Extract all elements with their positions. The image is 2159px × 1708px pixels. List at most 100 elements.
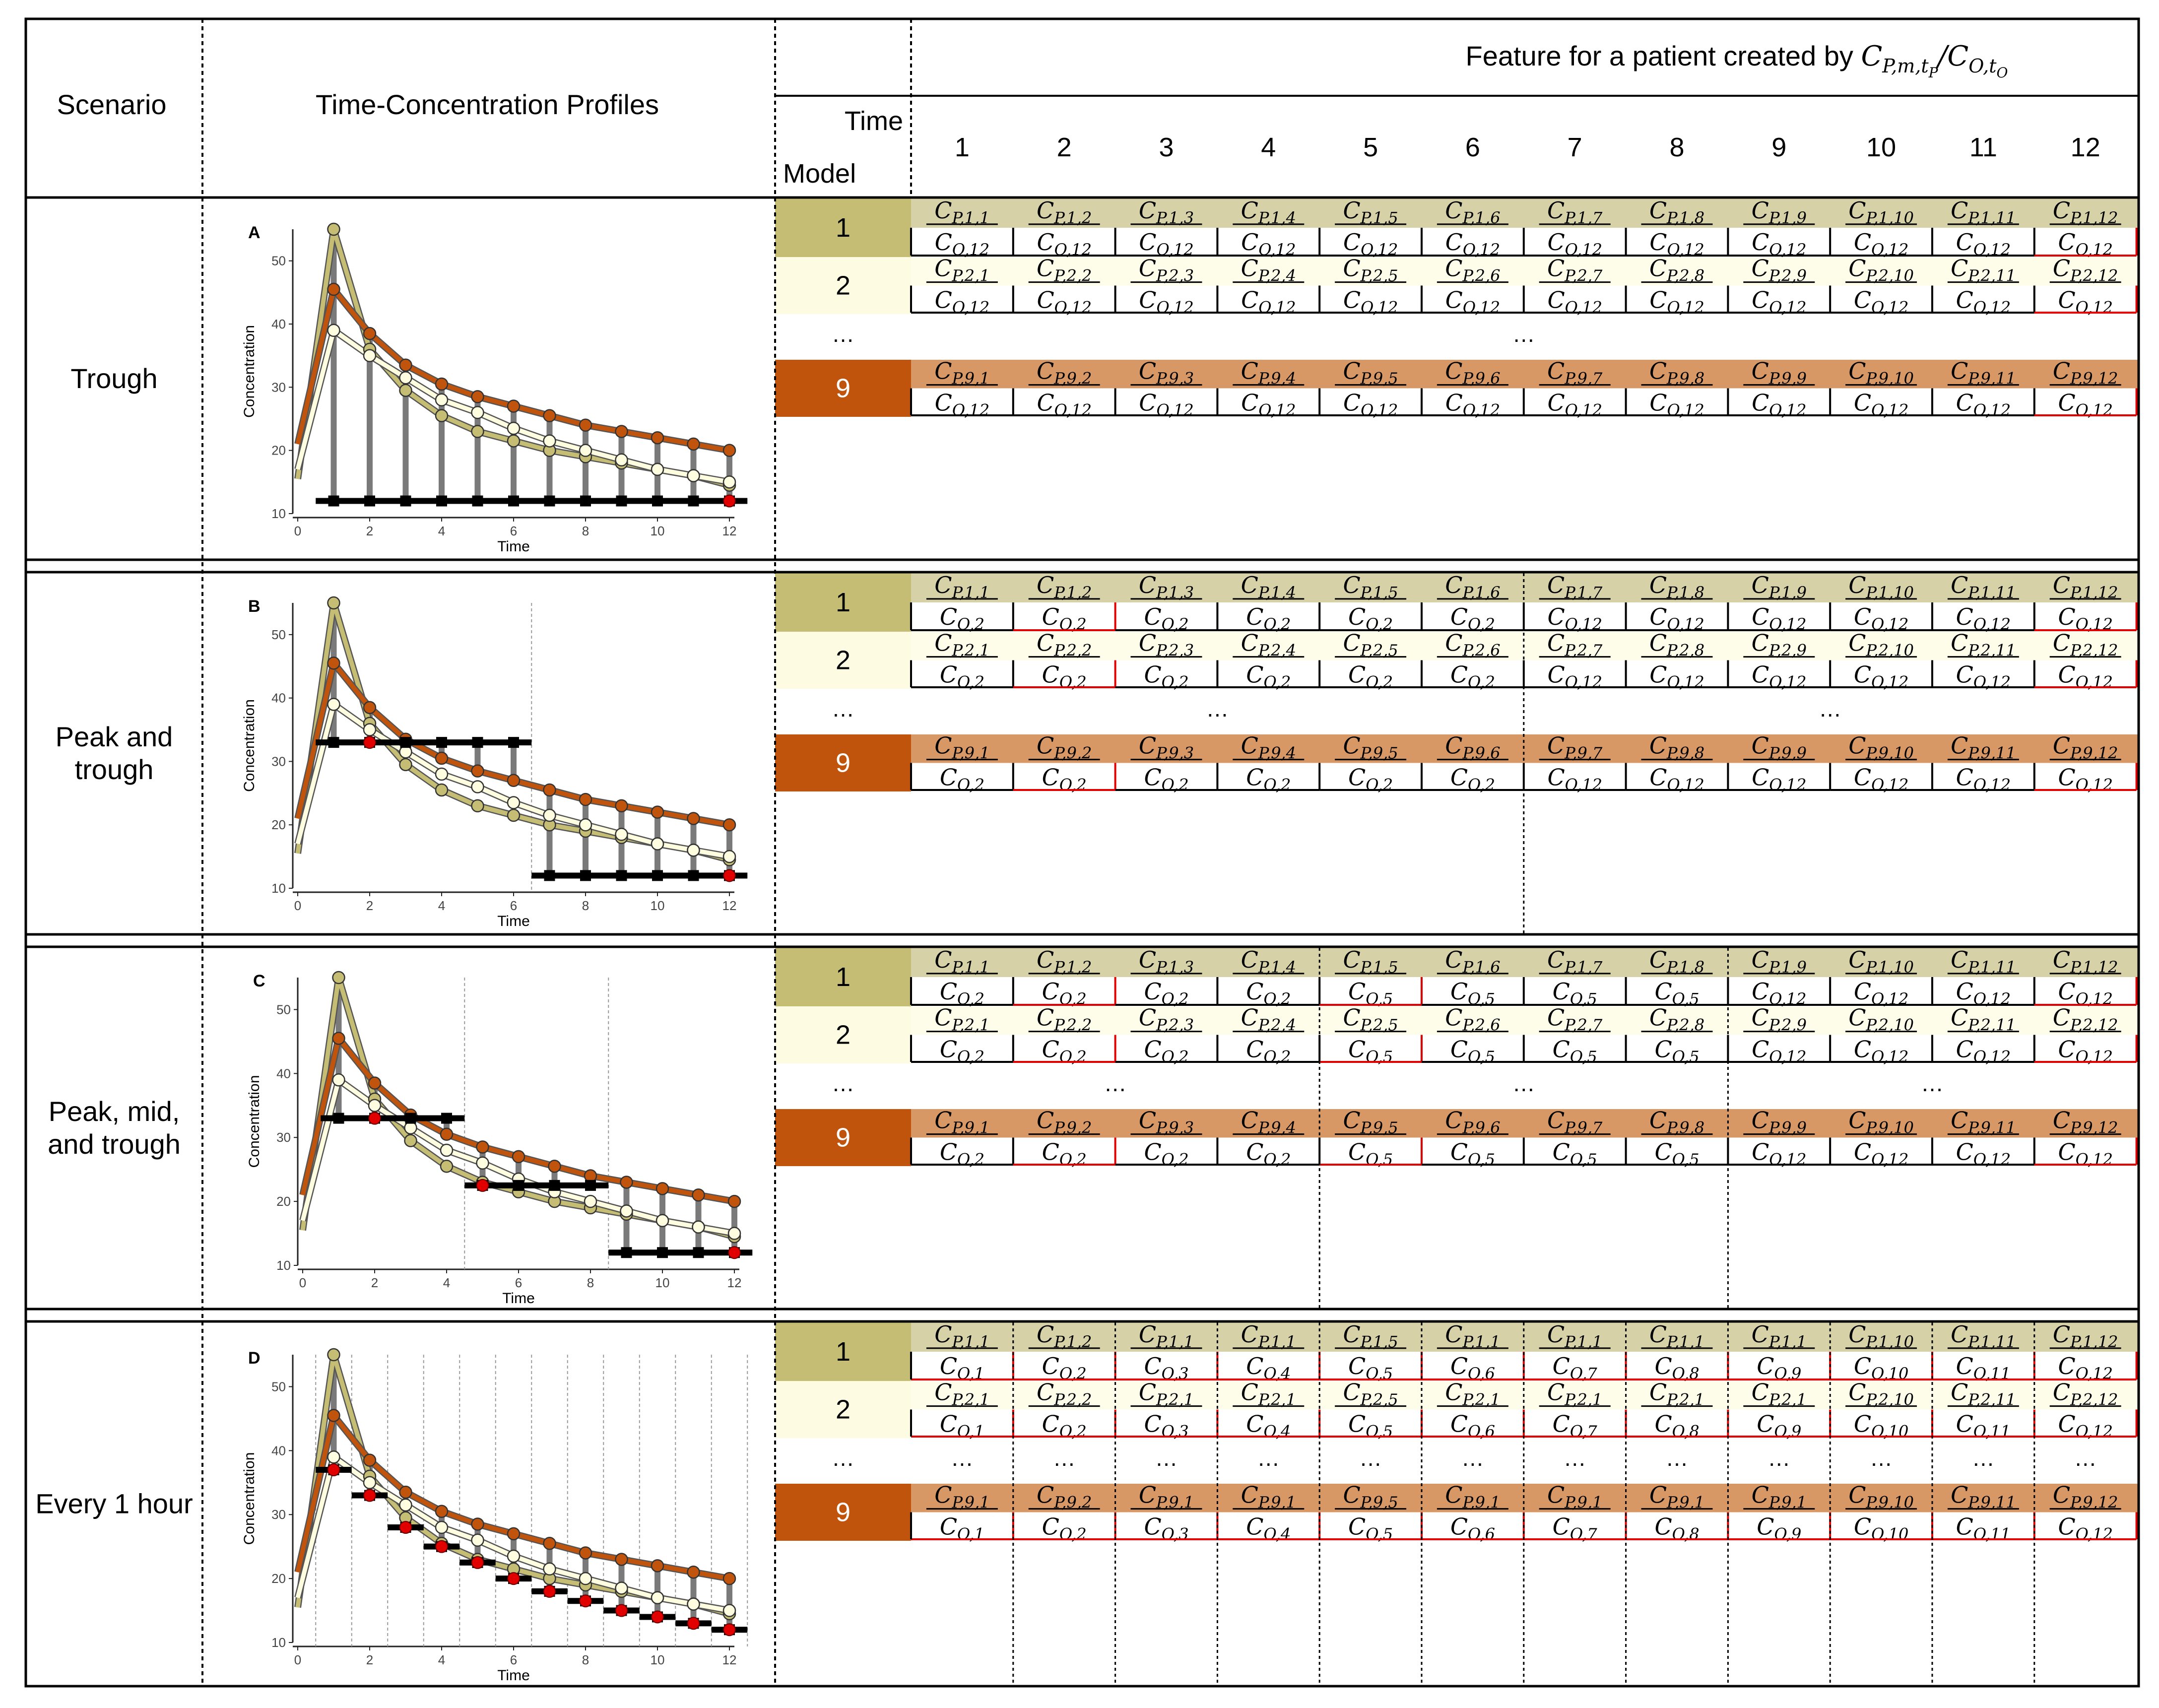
series-point-mid bbox=[471, 780, 484, 793]
model-cell bbox=[775, 1006, 911, 1063]
denominator-base: C bbox=[1246, 1353, 1263, 1380]
x-tick-label: 6 bbox=[510, 898, 517, 913]
series-point-high bbox=[722, 1572, 736, 1585]
denominator-subscript: O,12 bbox=[1258, 298, 1296, 317]
series-point-mid bbox=[327, 698, 340, 711]
series-point-mid bbox=[332, 1073, 345, 1087]
denominator-base: C bbox=[935, 390, 952, 416]
numerator-base: C bbox=[1752, 630, 1769, 657]
numerator-base: C bbox=[1649, 572, 1667, 598]
feature-cell-5: CP,1,5CO,12 bbox=[1319, 197, 1423, 259]
denominator-subscript: O,2 bbox=[1059, 1048, 1087, 1066]
denominator: CO,12 bbox=[2058, 764, 2112, 794]
numerator-base: C bbox=[1241, 255, 1258, 282]
feature-cell-9: CP,9,1CO,9 bbox=[1728, 1482, 1832, 1544]
time-column-1: 1 bbox=[955, 132, 970, 162]
feature-band bbox=[911, 948, 2139, 977]
denominator-base: C bbox=[2058, 978, 2075, 1005]
numerator-base: C bbox=[1343, 946, 1360, 973]
x-tick-label: 10 bbox=[651, 1652, 665, 1667]
numerator-base: C bbox=[1445, 946, 1462, 973]
feature-cell-6: CP,1,6CO,5 bbox=[1422, 946, 1525, 1008]
ellipsis: … bbox=[1257, 1445, 1280, 1471]
denominator-base: C bbox=[2058, 1353, 2075, 1380]
denominator: CO,12 bbox=[1037, 390, 1091, 420]
denominator-base: C bbox=[1450, 1411, 1468, 1438]
denominator-base: C bbox=[1956, 661, 1973, 688]
denominator-subscript: O,12 bbox=[1156, 401, 1193, 420]
denominator-base: C bbox=[935, 229, 952, 256]
feature-band bbox=[911, 632, 2139, 660]
ellipsis: … bbox=[2074, 1445, 2097, 1471]
ellipsis: … bbox=[1767, 1445, 1790, 1471]
series-point-mid bbox=[435, 393, 449, 407]
observed-marker bbox=[472, 495, 483, 507]
feature-band bbox=[911, 1006, 2139, 1035]
denominator-subscript: O,12 bbox=[1973, 298, 2011, 317]
denominator-subscript: O,6 bbox=[1468, 1422, 1495, 1441]
x-tick-label: 10 bbox=[651, 524, 665, 538]
feature-cell-6: CP,1,1CO,6 bbox=[1422, 1321, 1525, 1383]
x-tick-label: 0 bbox=[299, 1275, 306, 1290]
denominator: CO,2 bbox=[1042, 1139, 1087, 1169]
series-point-high bbox=[435, 751, 449, 765]
series-point-peak bbox=[399, 758, 412, 772]
denominator-subscript: O,2 bbox=[957, 1150, 984, 1169]
observed-marker bbox=[436, 737, 447, 748]
x-tick-label: 10 bbox=[655, 1275, 670, 1290]
denominator-base: C bbox=[1042, 1513, 1059, 1540]
y-tick-label: 10 bbox=[271, 1635, 286, 1650]
denominator-base: C bbox=[1854, 1139, 1871, 1166]
denominator-subscript: O,7 bbox=[1570, 1422, 1598, 1441]
denominator-base: C bbox=[1139, 390, 1156, 416]
series-point-mid bbox=[471, 406, 484, 419]
y-tick-label: 30 bbox=[271, 754, 286, 769]
series-point-high bbox=[327, 1409, 340, 1422]
denominator-base: C bbox=[1042, 1353, 1059, 1380]
feature-cell-4: CP,1,1CO,4 bbox=[1217, 1321, 1321, 1383]
numerator-base: C bbox=[1848, 1107, 1866, 1134]
denominator-base: C bbox=[1348, 603, 1366, 630]
feature-cell-1: CP,9,1CO,2 bbox=[910, 732, 1014, 794]
denominator-subscript: O,2 bbox=[1366, 776, 1393, 794]
series-point-mid bbox=[327, 324, 340, 337]
denominator-subscript: O,5 bbox=[1570, 1048, 1597, 1066]
time-column-11: 11 bbox=[1969, 132, 1997, 162]
series-point-high bbox=[579, 1546, 592, 1560]
series-point-mid bbox=[435, 767, 449, 781]
denominator-subscript: O,12 bbox=[1769, 1150, 1806, 1169]
denominator-subscript: O,7 bbox=[1570, 1525, 1598, 1544]
denominator-subscript: O,6 bbox=[1468, 1525, 1495, 1544]
denominator-base: C bbox=[1654, 1036, 1672, 1063]
denominator: CO,12 bbox=[1649, 603, 1704, 634]
model-label: 9 bbox=[836, 748, 851, 778]
feature-cell-1: CP,1,1CO,1 bbox=[910, 1321, 1014, 1383]
numerator-base: C bbox=[1752, 255, 1769, 282]
denominator-base: C bbox=[1553, 1513, 1570, 1540]
denominator: CO,12 bbox=[1445, 287, 1500, 317]
feature-cell-7: CP,1,1CO,7 bbox=[1523, 1321, 1627, 1383]
ellipsis: … bbox=[1870, 1445, 1893, 1471]
feature-cell-9: CP,9,9CO,12 bbox=[1728, 358, 1832, 420]
denominator-subscript: O,12 bbox=[2076, 1048, 2113, 1066]
model-cell bbox=[775, 948, 911, 1006]
denominator-subscript: O,2 bbox=[1162, 673, 1189, 692]
feature-cell-8: CP,9,8CO,12 bbox=[1626, 358, 1729, 420]
denominator: CO,5 bbox=[1553, 1036, 1597, 1066]
numerator-base: C bbox=[2053, 630, 2070, 657]
denominator: CO,12 bbox=[2058, 1411, 2112, 1441]
denominator-base: C bbox=[1649, 661, 1667, 688]
model-cell bbox=[775, 573, 911, 632]
series-point-mid bbox=[363, 1476, 377, 1490]
numerator: CP,1,3 bbox=[1139, 946, 1194, 977]
denominator-subscript: O,12 bbox=[1769, 401, 1806, 420]
denominator-base: C bbox=[1144, 1353, 1161, 1380]
panel-letter: B bbox=[248, 597, 261, 616]
feature-cell-9: CP,2,9CO,12 bbox=[1728, 255, 1832, 317]
denominator-subscript: O,2 bbox=[1162, 776, 1189, 794]
denominator-subscript: O,8 bbox=[1672, 1422, 1700, 1441]
series-point-high bbox=[363, 701, 377, 715]
